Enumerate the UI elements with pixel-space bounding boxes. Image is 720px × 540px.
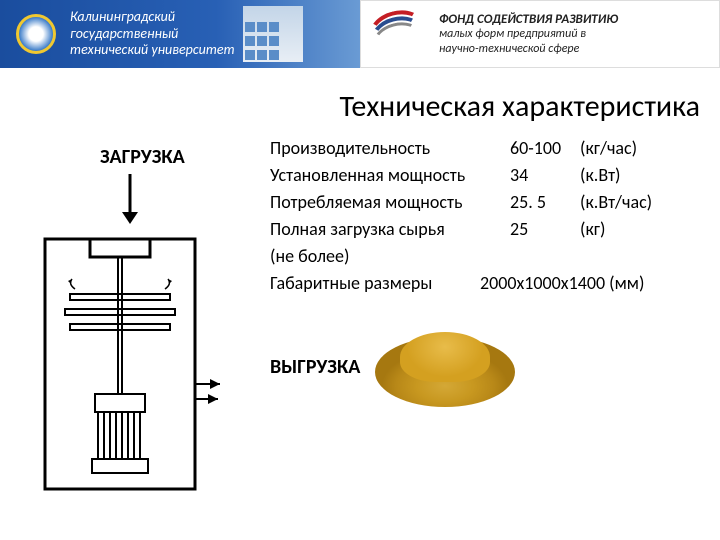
spec-label: Потребляемая мощность [270, 189, 510, 216]
spec-label: (не более) [270, 243, 510, 270]
spec-value: 2000x1000x1400 (мм) [480, 270, 644, 297]
university-banner: Калининградский государственный техничес… [0, 0, 360, 68]
spec-unit: (кг/час) [580, 135, 637, 162]
spec-row: (не более) [270, 243, 710, 270]
spec-label: Производительность [270, 135, 510, 162]
spec-row: Производительность60-100(кг/час) [270, 135, 710, 162]
page-title: Техническая характеристика [0, 88, 700, 125]
output-row: ВЫГРУЗКА [270, 327, 710, 407]
spec-value: 25 [510, 216, 580, 243]
spec-row: Габаритные размеры2000x1000x1400 (мм) [270, 270, 710, 297]
spec-value: 60-100 [510, 135, 580, 162]
university-emblem-icon [8, 6, 64, 62]
spec-value: 25. 5 [510, 189, 580, 216]
spec-label: Установленная мощность [270, 162, 510, 189]
specs-table: Производительность60-100(кг/час)Установл… [270, 135, 710, 297]
spec-row: Полная загрузка сырья 25(кг) [270, 216, 710, 243]
specs-column: Производительность60-100(кг/час)Установл… [260, 135, 710, 499]
spec-value: 34 [510, 162, 580, 189]
fund-subtitle: малых форм предприятий в научно-техничес… [439, 27, 618, 56]
diagram-column: ЗАГРУЗКА [10, 135, 260, 499]
building-icon [243, 6, 303, 62]
spec-value [510, 243, 580, 270]
machine-diagram-icon [40, 234, 220, 494]
powder-pile-icon [375, 327, 515, 407]
spec-unit: (кг) [580, 216, 606, 243]
fund-logo-icon [369, 9, 429, 59]
university-name: Калининградский государственный техничес… [70, 9, 235, 59]
spec-row: Потребляемая мощность25. 5(к.Вт/час) [270, 189, 710, 216]
header-banner: Калининградский государственный техничес… [0, 0, 720, 68]
fund-text: ФОНД СОДЕЙСТВИЯ РАЗВИТИЮ малых форм пред… [439, 12, 618, 56]
spec-row: Установленная мощность34(к.Вт) [270, 162, 710, 189]
spec-unit: (к.Вт) [580, 162, 621, 189]
fund-banner: ФОНД СОДЕЙСТВИЯ РАЗВИТИЮ малых форм пред… [360, 0, 720, 68]
fund-title: ФОНД СОДЕЙСТВИЯ РАЗВИТИЮ [439, 12, 618, 28]
loading-label: ЗАГРУЗКА [100, 145, 260, 169]
unloading-label: ВЫГРУЗКА [270, 355, 360, 379]
spec-label: Полная загрузка сырья [270, 216, 510, 243]
arrow-down-icon [120, 174, 140, 224]
spec-label: Габаритные размеры [270, 270, 510, 297]
spec-unit: (к.Вт/час) [580, 189, 652, 216]
content-area: ЗАГРУЗКА [0, 135, 720, 499]
